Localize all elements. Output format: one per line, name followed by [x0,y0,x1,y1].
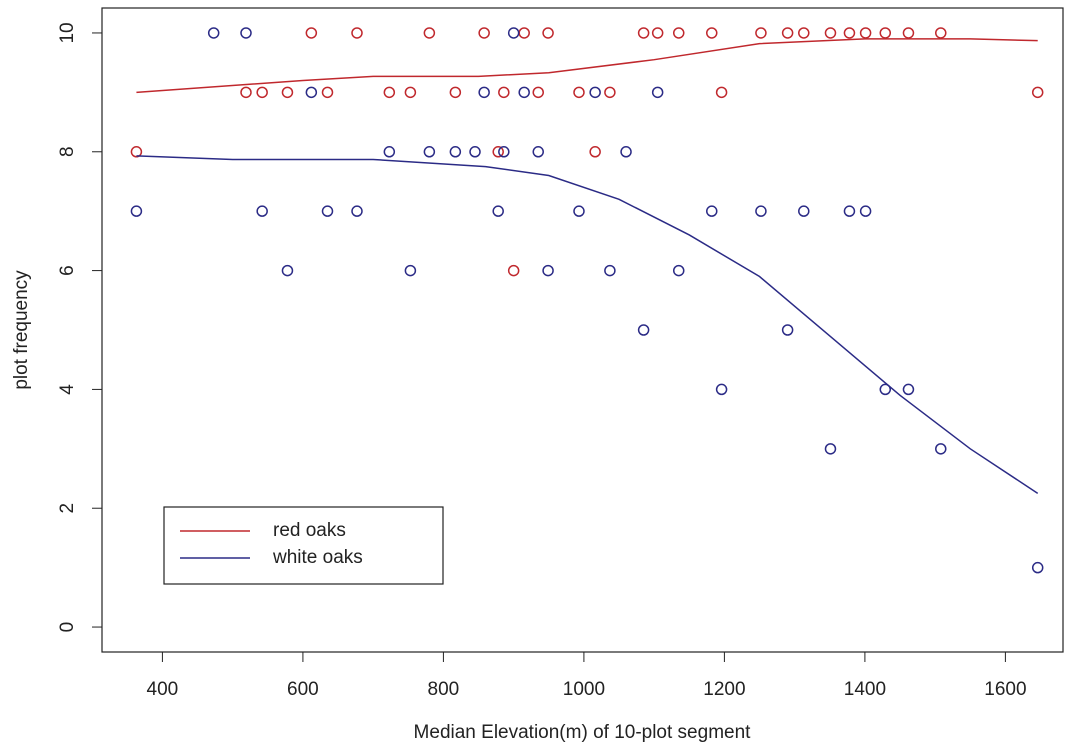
point [281,264,294,277]
y-tick-label: 10 [57,22,78,43]
point [706,27,718,39]
y-axis-label: plot frequency [11,270,32,390]
point [305,27,318,39]
point [755,27,767,39]
point [781,324,794,336]
point [423,27,436,39]
point [879,27,892,39]
point [256,86,268,99]
point [351,27,363,39]
point [1031,86,1044,99]
point [130,205,143,217]
point [542,264,554,277]
point [507,264,520,277]
point [651,86,664,99]
point [404,264,417,277]
legend-label: red oaks [273,520,346,541]
point [902,27,915,39]
y-tick-label: 4 [57,384,78,395]
point [321,86,334,99]
point [492,146,504,158]
point [469,146,481,158]
point [843,27,856,39]
point [351,205,363,217]
point [478,27,490,39]
point [449,86,462,99]
y-tick-label: 2 [57,503,78,514]
point [518,27,530,39]
point [651,27,664,39]
x-tick-label: 600 [287,679,319,700]
point [672,27,685,39]
point [715,86,728,99]
point [935,27,947,39]
point [383,146,396,158]
point [321,205,334,217]
point [532,146,544,158]
point [542,27,554,39]
point [824,443,837,455]
point [207,27,220,39]
point [781,27,794,39]
point [498,146,510,158]
legend-box [163,506,444,585]
y-tick-label: 0 [57,622,78,633]
point [859,27,872,39]
point [589,146,601,158]
x-tick-label: 1200 [703,679,745,700]
x-tick-label: 1400 [844,679,886,700]
point [130,146,143,158]
point [518,86,530,99]
point [449,146,462,158]
point [532,86,544,99]
point [423,146,436,158]
point [604,86,616,99]
point [620,146,632,158]
point [935,443,947,455]
point [507,27,520,39]
point [902,383,915,396]
x-tick-label: 400 [147,679,179,700]
legend-label: white oaks [272,547,363,568]
point [715,383,728,396]
point [798,27,810,39]
point [1031,561,1044,574]
point [755,205,767,217]
point [637,324,650,336]
y-tick-label: 8 [57,146,78,157]
point [604,264,616,277]
x-tick-label: 1600 [984,679,1026,700]
point [859,205,872,217]
x-tick-label: 800 [428,679,460,700]
smooth-line [136,155,1039,495]
point [383,86,396,99]
point [798,205,810,217]
point [843,205,856,217]
point [706,205,718,217]
point [573,205,585,217]
point [879,383,892,396]
point [824,27,837,39]
point [492,205,504,217]
point [404,86,417,99]
plot-box [101,7,1064,653]
point [478,86,490,99]
y-tick-label: 6 [57,265,78,276]
point [573,86,585,99]
point [240,86,252,99]
point [637,27,650,39]
point [672,264,685,277]
point [498,86,510,99]
point [281,86,294,99]
point [589,86,601,99]
smooth-line [136,38,1038,94]
x-axis-label: Median Elevation(m) of 10-plot segment [414,722,752,743]
x-tick-label: 1000 [563,679,605,700]
point [240,27,252,39]
point [305,86,318,99]
point [256,205,268,217]
